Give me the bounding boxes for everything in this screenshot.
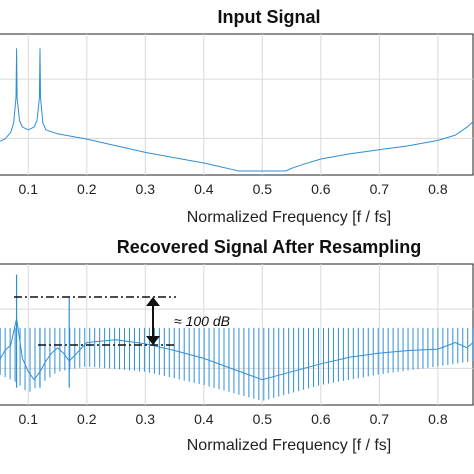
recovered-signal-xlabel: Normalized Frequency [f / fs] [187,437,392,454]
input-signal-trace [0,48,474,172]
range-annotation-label: ≈ 100 dB [174,313,230,329]
tick-label: 0.1 [19,181,39,197]
tick-label: 0.1 [19,411,39,427]
tick-label: 0.6 [311,411,331,427]
recovered-signal-panel: Recovered Signal After Resampling 0.1 0.… [0,237,474,454]
input-signal-title: Input Signal [218,7,321,27]
input-signal-x-ticks: 0.1 0.2 0.3 0.4 0.5 0.6 0.7 0.8 [19,181,448,197]
recovered-signal-spikes [15,274,70,388]
tick-label: 0.8 [428,181,448,197]
recovered-signal-envelope [0,318,474,381]
recovered-signal-x-ticks: 0.1 0.2 0.3 0.4 0.5 0.6 0.7 0.8 [19,411,448,427]
recovered-signal-title: Recovered Signal After Resampling [117,237,421,257]
arrow-down-icon [146,336,160,345]
input-signal-axes [0,33,474,176]
tick-label: 0.5 [253,411,273,427]
tick-label: 0.4 [194,181,214,197]
tick-label: 0.5 [253,181,273,197]
tick-label: 0.8 [428,411,448,427]
tick-label: 0.4 [194,411,214,427]
tick-label: 0.7 [370,181,390,197]
recovered-signal-spurs [0,327,474,401]
recovered-signal-axes [0,263,474,406]
recovered-signal-grid [0,264,473,405]
tick-label: 0.2 [77,411,97,427]
tick-label: 0.6 [311,181,331,197]
tick-label: 0.2 [77,181,97,197]
input-signal-grid [0,34,473,175]
tick-label: 0.7 [370,411,390,427]
dynamic-range-annotation: ≈ 100 dB [14,296,230,346]
input-signal-xlabel: Normalized Frequency [f / fs] [187,209,392,226]
input-signal-panel: Input Signal 0.1 0.2 0.3 0.4 0.5 0.6 0.7… [0,7,474,226]
tick-label: 0.3 [136,181,156,197]
tick-label: 0.3 [136,411,156,427]
arrow-up-icon [146,297,160,306]
